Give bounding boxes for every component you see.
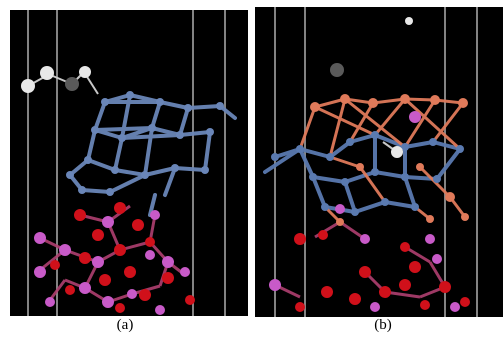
carbon-atoms bbox=[330, 63, 344, 77]
structure-render-b bbox=[263, 7, 478, 317]
structure-render-a bbox=[21, 10, 237, 316]
silicon-atoms bbox=[269, 111, 460, 312]
oxygen-atoms bbox=[50, 202, 195, 313]
molecular-structure-panel-a bbox=[10, 10, 248, 316]
metal-cluster-bonds bbox=[263, 133, 462, 214]
metal-cluster-atoms bbox=[66, 91, 224, 196]
molecular-structure-panel-b bbox=[255, 7, 503, 317]
hydrogen-atoms bbox=[391, 17, 413, 158]
silicon-atoms bbox=[34, 210, 190, 315]
carbon-atoms bbox=[65, 77, 79, 91]
panel-b-caption: (b) bbox=[374, 317, 392, 333]
panel-a-caption: (a) bbox=[116, 317, 134, 333]
hydrogen-atoms bbox=[21, 66, 91, 93]
oxygen-atoms bbox=[294, 230, 470, 312]
metal-cluster-bonds bbox=[68, 93, 237, 217]
metal-cluster-atoms bbox=[271, 131, 464, 216]
copper-atoms bbox=[310, 94, 469, 226]
